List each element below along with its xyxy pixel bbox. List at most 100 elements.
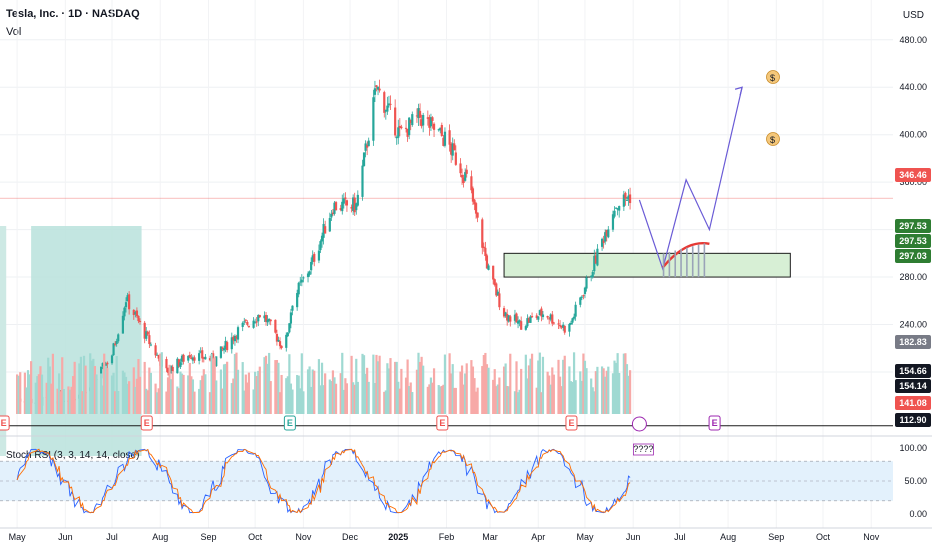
- volume-bar: [493, 369, 496, 414]
- candle-body: [146, 331, 149, 335]
- symbol-title[interactable]: Tesla, Inc. · 1D · NASDAQ: [6, 8, 140, 20]
- candle-body: [182, 354, 185, 362]
- volume-bar: [518, 389, 521, 414]
- volume-bar: [263, 357, 266, 414]
- candle-body: [535, 315, 538, 319]
- volume-bar: [171, 371, 174, 414]
- candle-body: [549, 314, 552, 320]
- volume-bar: [198, 388, 201, 414]
- candle-body: [437, 129, 440, 131]
- volume-bar: [605, 370, 608, 414]
- candle-body: [330, 213, 333, 218]
- volume-bar: [48, 366, 51, 414]
- candle-body: [156, 354, 159, 356]
- volume-bar: [243, 390, 246, 414]
- volume-bar: [89, 353, 92, 414]
- volume-bar: [352, 382, 355, 414]
- candle-body: [616, 208, 619, 210]
- volume-bar: [324, 373, 327, 414]
- candle-body: [431, 117, 434, 121]
- price-badge: [895, 219, 931, 233]
- volume-bar: [182, 374, 185, 414]
- y-tick: 280.00: [899, 272, 927, 282]
- candle-body: [317, 250, 321, 261]
- volume-bar: [19, 372, 22, 414]
- volume-bar: [339, 373, 342, 414]
- candle-body: [165, 359, 168, 369]
- volume-bar: [296, 374, 299, 414]
- candle-body: [148, 335, 151, 345]
- money-bag-icon: [766, 132, 780, 146]
- candle-body: [611, 214, 615, 230]
- candle-body: [580, 296, 583, 298]
- volume-bar: [50, 383, 53, 414]
- candle-body: [345, 200, 349, 206]
- volume-bar: [367, 381, 370, 414]
- volume-bar: [389, 358, 392, 414]
- volume-bar: [484, 352, 487, 414]
- candle-body: [299, 281, 302, 283]
- pattern-bar: [691, 246, 694, 278]
- volume-bar: [417, 352, 420, 414]
- volume-bar: [408, 386, 411, 414]
- volume-bar: [289, 383, 293, 414]
- volume-bar: [219, 369, 223, 414]
- volume-bar: [481, 366, 484, 414]
- volume-bar: [244, 374, 247, 414]
- candle-body: [166, 367, 170, 373]
- volume-bar: [92, 358, 95, 414]
- candle-body: [605, 229, 608, 236]
- candle-body: [302, 277, 305, 279]
- candle-body: [460, 174, 464, 178]
- candle-body: [143, 322, 146, 339]
- candle-body: [574, 304, 577, 317]
- volume-bar: [236, 369, 240, 414]
- candle-body: [221, 347, 224, 349]
- x-tick: May: [9, 532, 27, 542]
- candle-body: [408, 117, 411, 136]
- candle-body: [280, 345, 283, 349]
- volume-bar: [297, 375, 300, 414]
- volume-bar: [383, 391, 386, 414]
- volume-bar: [356, 381, 359, 414]
- volume-bar: [345, 383, 349, 414]
- candle-body: [470, 176, 473, 191]
- volume-bar: [611, 373, 615, 414]
- volume-bar: [135, 378, 139, 414]
- candle-body: [364, 143, 367, 151]
- volume-bar: [341, 352, 344, 414]
- candle-body: [453, 143, 456, 151]
- candle-body: [487, 265, 490, 270]
- volume-bar: [78, 363, 81, 414]
- volume-bar: [149, 372, 153, 414]
- volume-bar: [47, 357, 50, 414]
- volume-bar: [241, 362, 244, 414]
- volume-bar: [328, 379, 331, 414]
- highlight-box: [0, 226, 7, 456]
- volume-bars: [16, 352, 632, 414]
- candle-body: [333, 202, 336, 214]
- volume-bar: [156, 392, 159, 414]
- volume-bar: [188, 362, 191, 414]
- volume-bar: [193, 391, 196, 414]
- rsi-tick: 0.00: [909, 509, 927, 519]
- candle-body: [342, 198, 345, 204]
- volume-bar: [143, 361, 146, 414]
- volume-bar: [411, 392, 414, 414]
- candle-body: [389, 103, 392, 105]
- x-tick: Sep: [768, 532, 784, 542]
- money-bag-symbol: $: [770, 73, 775, 83]
- volume-bar: [103, 353, 106, 414]
- volume-bar: [372, 354, 375, 414]
- volume-bar: [498, 377, 501, 414]
- candle-body: [288, 323, 291, 333]
- volume-bar: [187, 375, 190, 414]
- annotation-label: ????: [633, 444, 653, 454]
- candle-body: [516, 321, 520, 324]
- volume-bar: [176, 386, 179, 414]
- volume-bar: [628, 370, 632, 414]
- candle-body: [400, 126, 403, 129]
- candle-body: [618, 206, 621, 211]
- candle-body: [613, 210, 616, 217]
